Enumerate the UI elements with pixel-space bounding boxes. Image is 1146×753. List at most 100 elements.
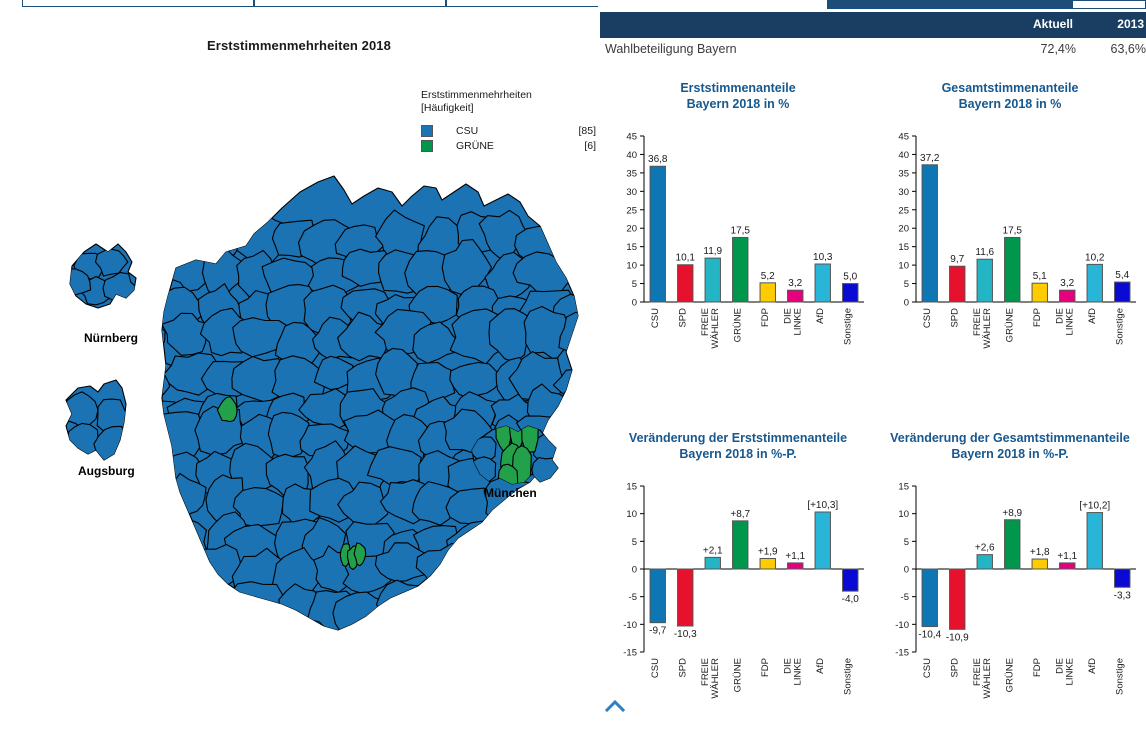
chart-veraenderung-erststimmenanteile[interactable]: Veränderung der Erststimmenanteile Bayer…	[604, 430, 872, 743]
map-constituency-wuerzburg-gruene[interactable]	[216, 395, 238, 423]
map-constituency-0[interactable]	[134, 227, 178, 265]
chart-title-veraenderung-erst: Veränderung der Erststimmenanteile Bayer…	[604, 430, 872, 462]
map-inset-nuernberg-constituency-4[interactable]	[59, 268, 92, 296]
bar-GRÜNE	[1004, 236, 1021, 303]
legend-swatch-csu	[421, 124, 433, 137]
legend-label-csu: CSU	[456, 124, 479, 137]
panel-tab-next[interactable]	[1072, 0, 1146, 9]
map-constituency-70[interactable]	[298, 388, 356, 431]
tab-1[interactable]	[22, 0, 254, 7]
map-constituency-82[interactable]	[267, 411, 310, 459]
bar-FREIE WÄHLER	[976, 258, 993, 303]
chart-veraenderung-gesamtstimmenanteile[interactable]: Veränderung der Gesamtstimmenanteile Bay…	[876, 430, 1144, 743]
map-constituency-127[interactable]	[482, 514, 529, 572]
map-svg[interactable]	[0, 148, 598, 748]
svg-text:+2,1: +2,1	[703, 545, 723, 556]
svg-text:DIE: DIE	[1054, 658, 1065, 674]
chart-plot-veraenderung-gesamt: -15 -10 -5 0 5 10 15 -10,4 CSU -10,9 SPD +2,6 FREIE W…	[876, 468, 1144, 743]
map-constituency-151[interactable]	[407, 588, 461, 638]
map-constituency-103[interactable]	[563, 447, 599, 492]
svg-text:LINKE: LINKE	[1064, 308, 1075, 335]
turnout-value-current: 72,4%	[1040, 42, 1076, 56]
svg-text:25: 25	[898, 205, 909, 216]
map-constituency-141[interactable]	[512, 548, 575, 597]
map-constituency-49[interactable]	[488, 308, 536, 363]
map-constituency-47[interactable]	[412, 321, 461, 364]
svg-text:+1,9: +1,9	[758, 546, 778, 557]
map-constituency-117[interactable]	[126, 523, 172, 575]
map-constituency-12[interactable]	[559, 222, 598, 264]
svg-text:-5: -5	[901, 592, 909, 603]
map-constituency-61[interactable]	[449, 361, 502, 399]
panel-tab-strip[interactable]	[598, 0, 1146, 10]
map-constituency-118[interactable]	[158, 517, 209, 570]
chart-title-line1: Veränderung der Gesamtstimmenanteile	[890, 431, 1130, 445]
svg-text:-3,3: -3,3	[1114, 590, 1132, 601]
map-constituency-107[interactable]	[232, 487, 286, 527]
bar-SPD	[949, 265, 966, 303]
map-constituency-2[interactable]	[199, 221, 243, 260]
legend-swatch-gruene	[421, 139, 433, 152]
chart-title-erststimmenanteile: Erststimmenanteile Bayern 2018 in %	[604, 80, 872, 112]
map-inset-muenchen-constituency-gruene-2[interactable]	[521, 397, 539, 453]
legend-count-gruene: [6]	[584, 139, 596, 152]
map-constituency-104[interactable]	[125, 479, 167, 520]
svg-text:45: 45	[626, 132, 637, 143]
panel-tab-active[interactable]	[827, 0, 1072, 9]
bar-CSU	[921, 164, 938, 303]
map-constituency-131[interactable]	[162, 546, 205, 599]
map-constituency-128[interactable]	[529, 518, 575, 570]
map-legend-item-gruene[interactable]: GRÜNE [6]	[421, 139, 596, 152]
map-constituency-130[interactable]	[118, 546, 167, 595]
map-constituency-153[interactable]	[480, 587, 527, 638]
svg-text:10,3: 10,3	[813, 252, 833, 263]
map-constituency-116[interactable]	[553, 476, 598, 520]
map-constituency-139[interactable]	[449, 548, 494, 590]
map-constituency-142[interactable]	[562, 549, 598, 593]
bar-SPD	[949, 568, 966, 630]
bavaria-choropleth-map[interactable]: Nürnberg Augsburg München	[0, 148, 598, 748]
svg-text:3,2: 3,2	[788, 278, 802, 289]
svg-text:36,8: 36,8	[648, 154, 668, 165]
chart-gesamtstimmenanteile[interactable]: Gesamtstimmenanteile Bayern 2018 in % 0 5…	[876, 80, 1144, 393]
tab-2[interactable]	[254, 0, 446, 7]
map-constituency-129[interactable]	[555, 528, 598, 569]
svg-text:-15: -15	[623, 648, 637, 659]
svg-text:37,2: 37,2	[920, 153, 940, 164]
svg-text:5,0: 5,0	[843, 272, 857, 283]
svg-text:15: 15	[626, 242, 637, 253]
map-constituency-152[interactable]	[451, 591, 506, 637]
map-constituency-1[interactable]	[155, 211, 205, 261]
map-constituency-145[interactable]	[192, 587, 241, 629]
turnout-col-current: Aktuell	[1032, 17, 1073, 31]
svg-text:CSU: CSU	[650, 308, 661, 328]
chart-svg-1: 0 5 10 15 20 25 30 35 40 45 37,2 CSU 9,7 SPD 11,6 FREIE…	[898, 132, 1136, 349]
map-constituency-42[interactable]	[232, 317, 290, 358]
chevron-up-icon[interactable]	[604, 698, 626, 714]
map-constituency-45[interactable]	[337, 311, 391, 362]
map-constituency-muenchen-main-2[interactable]	[353, 542, 367, 567]
map-constituency-55[interactable]	[231, 355, 286, 404]
map-constituency-140[interactable]	[478, 542, 531, 598]
map-legend-item-csu[interactable]: CSU [85]	[421, 124, 596, 137]
map-inset-muenchen-constituency-gruene-5[interactable]	[497, 463, 519, 491]
svg-text:GRÜNE: GRÜNE	[1004, 308, 1015, 342]
map-constituency-112[interactable]	[411, 481, 461, 526]
map-constituency-137[interactable]	[374, 542, 429, 582]
map-constituency-144[interactable]	[153, 583, 208, 630]
svg-text:15: 15	[626, 482, 637, 493]
svg-text:0: 0	[632, 565, 637, 576]
map-constituency-154[interactable]	[512, 589, 568, 632]
map-constituency-91[interactable]	[129, 450, 178, 492]
map-constituency-155[interactable]	[554, 583, 598, 630]
bar-GRÜNE	[732, 520, 749, 570]
map-constituency-90[interactable]	[554, 417, 598, 454]
svg-text:SPD: SPD	[677, 658, 688, 678]
map-constituency-57[interactable]	[313, 355, 354, 391]
map-constituency-77[interactable]	[558, 387, 598, 430]
map-legend-title-line1: Erststimmenmehrheiten	[421, 89, 532, 101]
bar-DIE LINKE	[1059, 562, 1076, 570]
map-constituency-143[interactable]	[116, 591, 174, 630]
map-constituency-110[interactable]	[337, 481, 391, 529]
chart-erststimmenanteile[interactable]: Erststimmenanteile Bayern 2018 in % 0 5 10…	[604, 80, 872, 393]
